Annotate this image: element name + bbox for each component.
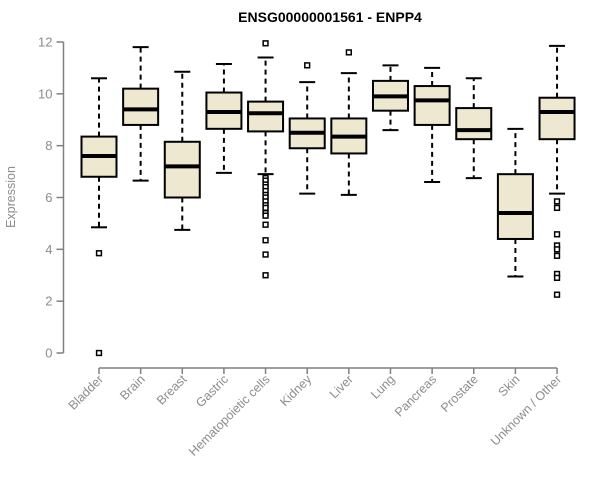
- outlier-point: [262, 204, 269, 212]
- outlier-point: [262, 221, 269, 228]
- iqr-box: [538, 96, 576, 141]
- outlier-point: [553, 274, 561, 281]
- x-category-label: Kidney: [277, 372, 314, 409]
- y-axis-label: Expression: [4, 166, 18, 228]
- y-tick-label: 2: [45, 294, 52, 309]
- box-skin: [496, 127, 534, 278]
- outlier-point: [262, 272, 269, 279]
- iqr-box: [163, 140, 201, 199]
- iqr-box: [122, 87, 160, 126]
- outlier-point: [553, 198, 561, 205]
- y-tick-label: 0: [45, 346, 52, 361]
- y-tick-label: 4: [45, 242, 52, 257]
- chart-title: ENSG00000001561 - ENPP4: [238, 9, 422, 25]
- box-prostate: [455, 77, 493, 180]
- outlier-point: [262, 251, 269, 258]
- y-tick-label: 10: [38, 86, 52, 101]
- outlier-point: [553, 246, 561, 253]
- box-unknown-other: [538, 44, 576, 298]
- box-gastric: [205, 63, 243, 174]
- box-pancreas: [413, 66, 451, 183]
- outlier-point: [553, 231, 561, 238]
- x-category-label: Lung: [368, 372, 398, 402]
- y-tick-label: 12: [38, 35, 52, 50]
- iqr-box: [496, 173, 534, 240]
- x-category-label: Breast: [154, 372, 190, 408]
- x-category-label: Liver: [327, 372, 356, 401]
- x-category-label: Brain: [117, 372, 148, 403]
- outlier-point: [304, 62, 311, 69]
- outlier-point: [95, 250, 103, 257]
- y-tick-label: 8: [45, 138, 52, 153]
- outlier-point: [345, 49, 352, 56]
- y-tick-label: 6: [45, 190, 52, 205]
- axes-group: 0 2 4 6 8 10 12 Bladder Brain Breast GastricHemato…: [38, 35, 564, 459]
- x-category-label: Hematopoietic cells: [186, 372, 273, 459]
- box-bladder: [80, 77, 118, 357]
- outlier-point: [95, 349, 103, 357]
- x-category-label: Gastric: [193, 372, 231, 410]
- x-category-label: Bladder: [66, 372, 106, 412]
- iqr-box: [247, 100, 285, 133]
- outlier-point: [262, 212, 269, 219]
- box-lung: [371, 64, 409, 132]
- box-kidney: [288, 62, 326, 195]
- x-category-label: Skin: [495, 372, 522, 399]
- iqr-box: [413, 85, 451, 126]
- box-liver: [330, 49, 368, 196]
- iqr-box: [455, 107, 493, 141]
- x-category-label: Prostate: [438, 372, 481, 415]
- x-category-label: Pancreas: [392, 372, 439, 419]
- outlier-point: [553, 204, 561, 212]
- box-breast: [163, 70, 201, 231]
- box-hematopoietic-cells: [247, 40, 285, 279]
- box-brain: [122, 46, 160, 182]
- boxes-group: [80, 40, 576, 357]
- x-category-label: Unknown / Other: [488, 372, 564, 448]
- outlier-point: [262, 237, 269, 244]
- outlier-point: [553, 252, 561, 259]
- outlier-point: [262, 40, 269, 47]
- outlier-point: [553, 291, 561, 298]
